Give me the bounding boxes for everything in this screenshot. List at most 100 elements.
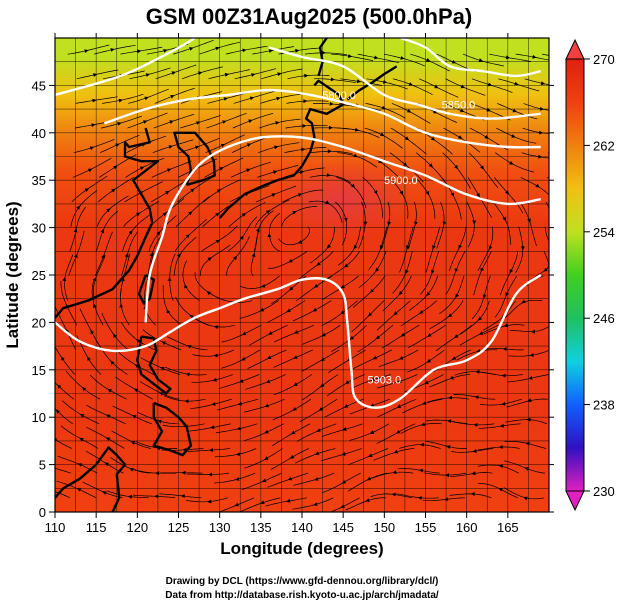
x-tick-label: 115 (86, 520, 107, 535)
streamline-arrow (498, 488, 503, 492)
streamline-arrow (341, 452, 346, 456)
streamline (55, 467, 71, 474)
y-tick-label: 5 (39, 458, 46, 473)
streamline-arrow (393, 311, 398, 316)
x-axis-ticks: 110 115 120 125 130 135 140 145 150 155 160 165 (45, 33, 519, 535)
streamline-arrow (162, 212, 167, 217)
streamline-arrow (105, 414, 111, 419)
streamline (55, 491, 70, 499)
streamline-arrow (321, 50, 326, 55)
streamline-arrow (60, 356, 65, 361)
streamline-arrow (425, 58, 431, 62)
x-tick-label: 150 (373, 520, 395, 535)
streamline-arrow (215, 239, 220, 244)
x-tick-label: 110 (45, 520, 66, 535)
streamline-arrow (540, 81, 546, 86)
streamline-arrow (369, 288, 375, 293)
x-tick-label: 145 (332, 520, 354, 535)
streamline-arrow (382, 79, 388, 84)
streamline-arrow (50, 489, 55, 493)
streamline-arrow (414, 221, 418, 226)
streamline-arrow (290, 430, 296, 435)
streamline-arrow (521, 299, 526, 304)
streamline-arrow (340, 284, 346, 289)
streamline-arrow (444, 497, 449, 502)
streamline-arrow (482, 294, 487, 299)
streamline-arrow (180, 494, 185, 499)
coastline-kuril (346, 65, 398, 101)
height-contours (55, 38, 542, 409)
streamline-arrow (149, 252, 154, 257)
streamline-arrow (454, 268, 459, 273)
streamline-arrow (501, 373, 506, 378)
contour-5850-0 (104, 88, 541, 149)
streamline-arrow (375, 267, 380, 272)
streamline-arrow (381, 105, 387, 110)
contour-5800-0 (268, 46, 541, 120)
streamline-arrow (62, 277, 67, 282)
streamline-arrow (207, 499, 212, 504)
streamline-arrow (366, 476, 372, 481)
streamline-arrow (219, 167, 224, 171)
streamline-arrow (224, 72, 230, 77)
streamline-arrow (511, 134, 516, 138)
streamline (55, 438, 72, 449)
colorbar-min-arrow (565, 490, 585, 512)
streamline-arrow (426, 358, 432, 363)
streamline-arrow (241, 331, 247, 336)
streamline-arrow (136, 212, 141, 217)
contour-5700-0 (55, 38, 196, 97)
streamline-arrow (313, 283, 319, 288)
streamline-arrow (223, 97, 228, 101)
streamline-arrow (212, 377, 217, 382)
streamline-arrow (246, 168, 251, 173)
streamline-arrow (340, 504, 345, 508)
streamline-arrow (195, 145, 200, 150)
streamline-arrow (459, 108, 465, 113)
streamline-arrow (539, 130, 544, 135)
streamline-arrow (526, 417, 531, 422)
streamline-arrow (523, 496, 528, 501)
streamline-arrow (539, 106, 544, 111)
streamline-arrow (403, 162, 408, 167)
streamline-arrow (275, 121, 280, 125)
streamline-arrow (400, 332, 406, 337)
streamline-arrow (167, 276, 172, 281)
streamline-arrow (93, 73, 98, 77)
colorbar-tick-label: 246 (593, 311, 615, 326)
streamline-arrow (239, 235, 244, 240)
streamline-arrow (372, 355, 377, 360)
streamline-arrow (398, 356, 404, 360)
streamline-arrow (328, 125, 333, 130)
streamline-arrow (329, 101, 334, 106)
streamline-arrow (79, 437, 84, 442)
streamline-arrow (450, 192, 454, 197)
streamline-arrow (419, 442, 424, 447)
streamline-arrow (133, 388, 139, 393)
streamline-arrow (110, 360, 115, 365)
streamline-arrow (136, 339, 141, 344)
streamline-arrow (118, 98, 123, 103)
y-tick-label: 0 (39, 505, 46, 520)
streamline-arrow (267, 355, 272, 359)
streamline-arrow (327, 149, 332, 154)
streamline-arrow (304, 73, 309, 78)
streamline-arrow (207, 257, 212, 262)
y-tick-label: 40 (32, 126, 46, 141)
streamline-arrow (265, 379, 271, 384)
streamline-arrow (313, 502, 318, 506)
streamline-arrow (325, 200, 330, 205)
streamline-arrow (166, 309, 171, 314)
streamline-arrow (455, 293, 460, 298)
streamline-arrow (424, 380, 429, 385)
streamline-arrow (216, 189, 222, 193)
streamline-arrow (314, 477, 319, 481)
contour-5900-0 (144, 135, 541, 323)
streamline-arrow (249, 96, 255, 101)
streamline-arrow (145, 73, 151, 77)
streamline-arrow (273, 170, 278, 174)
streamline-arrow (128, 230, 133, 235)
streamline-arrow (486, 107, 491, 112)
streamline-arrow (234, 502, 239, 507)
streamline-arrow (264, 403, 269, 408)
